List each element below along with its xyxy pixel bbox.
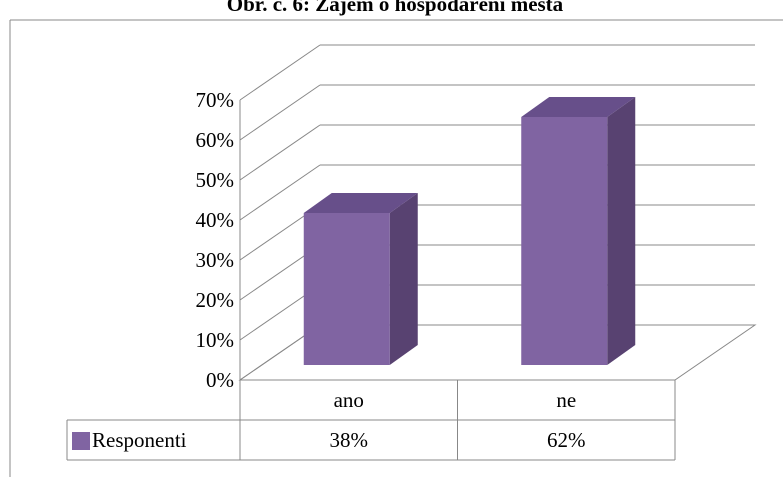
grid-line: [239, 164, 321, 221]
bar-side: [607, 97, 636, 365]
legend-label: Responenti: [92, 428, 187, 452]
category-label: ne: [556, 388, 576, 412]
y-tick-label: 70%: [196, 88, 235, 112]
y-tick-label: 30%: [196, 248, 235, 272]
grid-line: [239, 124, 321, 181]
legend-swatch: [72, 432, 90, 450]
category-label: ano: [334, 388, 364, 412]
bar: [521, 117, 608, 365]
y-tick-label: 20%: [196, 288, 235, 312]
bar-top: [303, 193, 418, 213]
y-tick-label: 0%: [206, 368, 234, 392]
y-tick-label: 50%: [196, 168, 235, 192]
bar-top: [521, 97, 636, 117]
y-tick-label: 10%: [196, 328, 235, 352]
value-label: 62%: [547, 428, 586, 452]
chart-title: Obr. č. 6: Zájem o hospodaření města: [227, 0, 564, 16]
bar: [303, 213, 390, 365]
y-tick-label: 60%: [196, 128, 235, 152]
y-tick-label: 40%: [196, 208, 235, 232]
grid-line: [239, 84, 321, 141]
bar-side: [389, 193, 418, 365]
grid-line: [239, 44, 321, 101]
value-label: 38%: [330, 428, 369, 452]
